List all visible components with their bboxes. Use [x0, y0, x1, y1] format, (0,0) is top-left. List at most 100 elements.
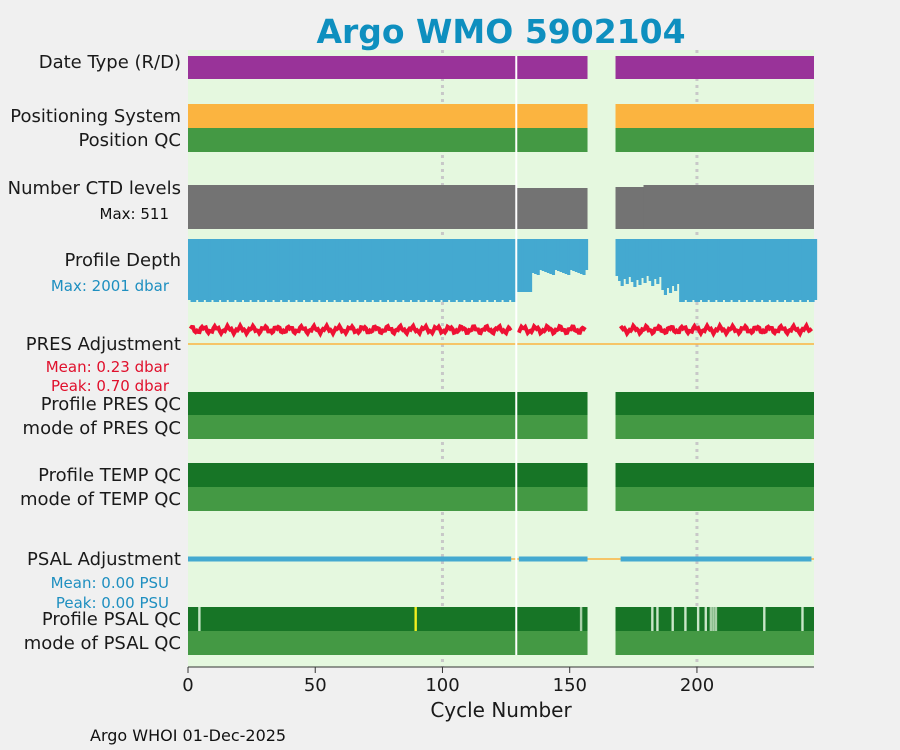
depth-bar — [399, 239, 403, 302]
psal-qc-flag — [712, 607, 715, 631]
depth-bar — [737, 239, 741, 300]
depth-bar — [277, 239, 281, 302]
depth-bar — [623, 239, 627, 279]
depth-bar — [427, 239, 431, 302]
band-position_qc — [188, 128, 588, 152]
label-mode-pres-qc: mode of PRES QC — [22, 418, 181, 439]
band-mode_psal_qc — [188, 631, 588, 655]
depth-bar — [361, 239, 365, 302]
depth-bar — [803, 239, 807, 302]
depth-bar — [383, 239, 388, 302]
depth-bar — [750, 239, 754, 302]
depth-bar — [261, 239, 265, 302]
depth-bar — [569, 239, 573, 270]
depth-bar — [338, 239, 342, 302]
label-positioning-system: Positioning System — [10, 106, 181, 127]
depth-bar — [381, 239, 385, 302]
label-profile-psal-qc: Profile PSAL QC — [41, 609, 181, 630]
depth-bar — [485, 239, 489, 300]
depth-bar — [511, 239, 515, 302]
depth-bar — [745, 239, 749, 300]
depth-bar — [271, 239, 276, 300]
depth-bar — [508, 239, 512, 300]
depth-bar — [307, 239, 311, 302]
depth-bar — [793, 239, 797, 302]
depth-bar — [518, 239, 522, 292]
depth-bar — [406, 239, 410, 302]
depth-bar — [455, 239, 459, 300]
depth-bar — [699, 239, 703, 300]
pres-mean-note: Mean: 0.23 dbar — [45, 358, 169, 376]
x-tick-label: 100 — [425, 675, 460, 696]
depth-bar — [775, 239, 779, 300]
band-profile_pres_qc — [615, 392, 814, 415]
depth-bar — [200, 239, 204, 302]
depth-bar — [378, 239, 382, 300]
x-tick-label: 0 — [182, 675, 194, 696]
depth-bar — [814, 239, 818, 300]
depth-bar — [567, 239, 571, 275]
depth-bar — [544, 239, 548, 272]
depth-bar — [747, 239, 751, 302]
depth-bar — [539, 239, 543, 270]
depth-bar — [188, 239, 192, 300]
depth-bar — [437, 239, 441, 302]
depth-bar — [732, 239, 736, 302]
label-psal-adjustment: PSAL Adjustment — [26, 549, 181, 570]
depth-bar — [264, 239, 268, 300]
depth-bar — [712, 239, 716, 302]
depth-bar — [205, 239, 209, 302]
label-pres-adjustment: PRES Adjustment — [25, 334, 181, 355]
depth-bar — [671, 239, 675, 286]
depth-bar — [531, 239, 535, 273]
depth-bar — [546, 239, 550, 273]
depth-bar — [788, 239, 792, 302]
depth-bar — [668, 239, 673, 293]
depth-bar — [755, 239, 759, 302]
depth-bar — [274, 239, 278, 302]
label-profile-depth: Profile Depth — [64, 250, 181, 271]
depth-bar — [266, 239, 271, 302]
depth-bar — [584, 239, 589, 270]
depth-bar — [752, 239, 757, 300]
chart-marks — [187, 50, 818, 673]
depth-bar — [411, 239, 416, 302]
psal-qc-flag — [656, 607, 659, 631]
depth-bar — [355, 239, 360, 300]
depth-bar — [429, 239, 433, 302]
depth-bar — [541, 239, 545, 271]
psal-qc-flag — [671, 607, 674, 631]
chart-title: Argo WMO 5902104 — [316, 12, 686, 51]
depth-bar — [709, 239, 713, 302]
depth-bar — [422, 239, 426, 302]
depth-bar — [564, 239, 568, 274]
pres-peak-note: Peak: 0.70 dbar — [50, 377, 169, 395]
ctd-max-note: Max: 511 — [99, 205, 169, 223]
depth-bar — [791, 239, 795, 300]
depth-bar — [282, 239, 286, 302]
depth-bar — [704, 239, 708, 302]
depth-bar — [480, 239, 484, 302]
x-tick-label: 50 — [303, 675, 327, 696]
depth-bar — [549, 239, 553, 274]
depth-bar — [467, 239, 472, 302]
depth-bar — [554, 239, 558, 270]
depth-bar — [620, 239, 624, 286]
depth-bar — [414, 239, 418, 302]
depth-bar — [661, 239, 665, 290]
depth-bar — [495, 239, 500, 302]
depth-bar — [475, 239, 479, 302]
depth-bar — [521, 239, 525, 292]
band-profile_psal_qc — [188, 607, 588, 631]
depth-bar — [279, 239, 283, 300]
depth-bar — [694, 239, 698, 302]
depth-bar — [450, 239, 454, 302]
depth-bar — [251, 239, 255, 302]
depth-bar — [457, 239, 461, 302]
depth-bar — [249, 239, 253, 300]
depth-bar — [638, 239, 642, 285]
depth-bar — [330, 239, 334, 302]
depth-bar — [460, 239, 464, 302]
label-mode-temp-qc: mode of TEMP QC — [19, 489, 181, 510]
band-profile_pres_qc — [188, 392, 588, 415]
